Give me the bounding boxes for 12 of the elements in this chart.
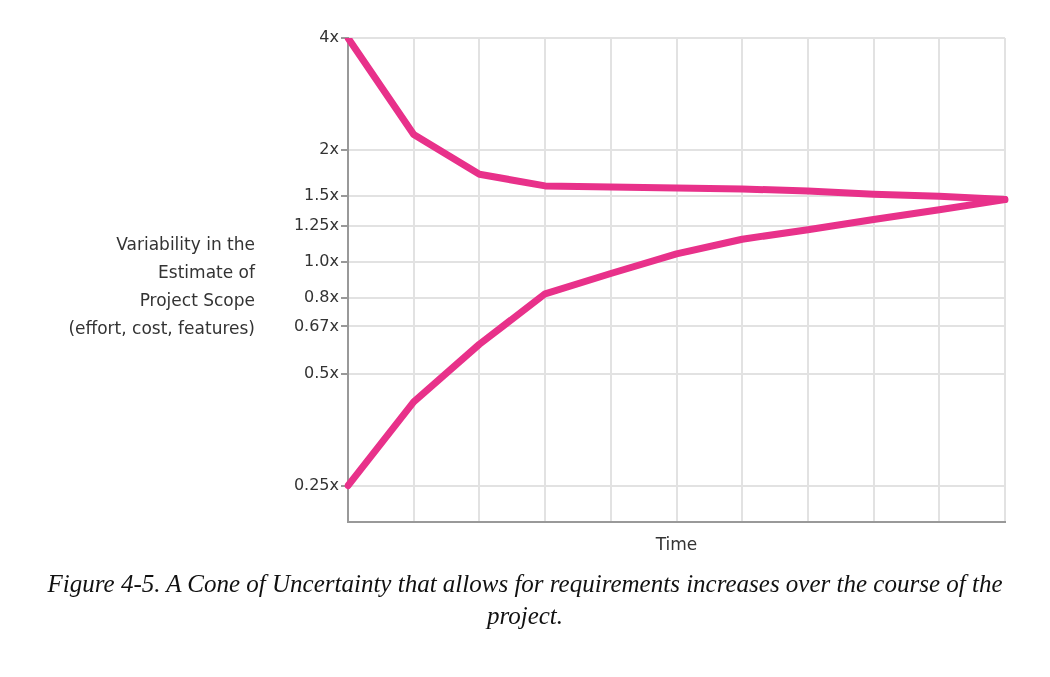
y-tick-label: 1.5x [304, 185, 339, 205]
y-tick-label: 0.5x [304, 362, 339, 382]
y-tick-label: 4x [319, 27, 339, 47]
y-tick-label: 0.8x [304, 286, 339, 306]
y-tick-label: 1.0x [304, 250, 339, 270]
caption: Figure 4-5. A Cone of Uncertainty that allows for requirements increases over the course of the project. [46, 569, 1004, 631]
y-tick-label: 0.67x [293, 315, 339, 335]
y-tick-label: 2x [319, 139, 339, 159]
y-tick-label: 1.25x [293, 214, 339, 234]
x-axis-title: Time [654, 534, 698, 555]
y-tick-label: 0.25x [293, 474, 339, 494]
y-axis-title: Variability in the Estimate of Project Scope (effort, cost, features) [68, 233, 255, 340]
